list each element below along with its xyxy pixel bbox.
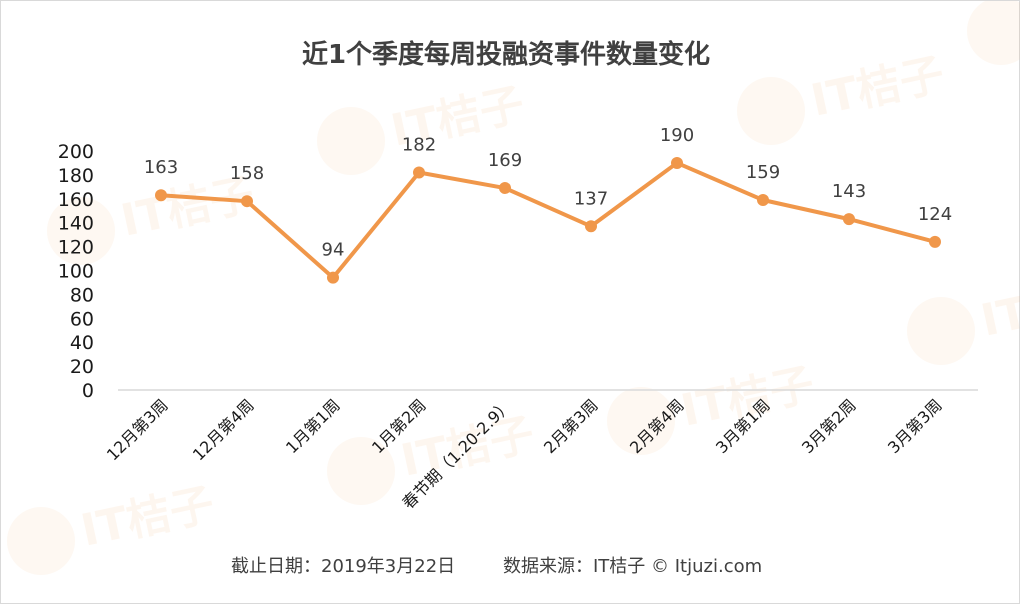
data-label: 137 bbox=[574, 188, 608, 209]
y-tick-label: 140 bbox=[58, 213, 94, 235]
watermark-layer: IT桔子IT桔子IT桔子IT桔子IT桔子IT桔子IT桔子IT桔子 bbox=[7, 1, 1020, 575]
watermark-text: IT桔子 bbox=[977, 269, 1020, 347]
data-point bbox=[413, 166, 425, 179]
x-tick-label: 1月第1周 bbox=[282, 395, 344, 457]
y-tick-label: 160 bbox=[58, 189, 94, 211]
watermark-logo-icon bbox=[737, 77, 805, 145]
x-tick-label: 2月第3周 bbox=[540, 395, 602, 457]
data-label: 190 bbox=[660, 125, 694, 146]
data-points bbox=[155, 156, 941, 284]
x-tick-label: 12月第4周 bbox=[189, 395, 258, 464]
data-point bbox=[155, 189, 167, 202]
y-tick-label: 20 bbox=[70, 356, 94, 378]
data-point bbox=[671, 156, 683, 169]
y-tick-label: 200 bbox=[58, 141, 94, 163]
watermark-logo-icon bbox=[317, 107, 385, 175]
footer-data-source: 数据来源：IT桔子 © Itjuzi.com bbox=[503, 556, 762, 577]
data-label: 143 bbox=[832, 181, 866, 202]
y-tick-label: 40 bbox=[70, 332, 94, 354]
watermark-logo-icon bbox=[47, 197, 115, 265]
chart-title: 近1个季度每周投融资事件数量变化 bbox=[302, 39, 710, 70]
x-tick-label: 3月第3周 bbox=[884, 395, 946, 457]
watermark-text: IT桔子 bbox=[77, 479, 219, 557]
data-point bbox=[499, 182, 511, 195]
data-label: 158 bbox=[230, 163, 264, 184]
data-label: 169 bbox=[488, 150, 522, 171]
data-label: 124 bbox=[918, 204, 952, 225]
data-label: 159 bbox=[746, 162, 780, 183]
y-tick-label: 60 bbox=[70, 308, 94, 330]
data-point bbox=[929, 235, 941, 248]
series-line bbox=[159, 160, 937, 280]
data-point bbox=[585, 220, 597, 233]
y-tick-label: 0 bbox=[82, 380, 94, 402]
data-labels: 163 158 94 182 169 137 190 159 143 124 bbox=[144, 125, 952, 261]
data-point bbox=[843, 213, 855, 226]
y-tick-label: 120 bbox=[58, 237, 94, 259]
y-tick-label: 180 bbox=[58, 165, 94, 187]
data-point bbox=[327, 271, 339, 284]
watermark-text: IT桔子 bbox=[807, 49, 949, 127]
watermark-logo-icon bbox=[7, 507, 75, 575]
data-point bbox=[241, 195, 253, 208]
y-tick-label: 100 bbox=[58, 261, 94, 283]
data-point bbox=[757, 193, 769, 206]
footer-cutoff-date: 截止日期：2019年3月22日 bbox=[231, 556, 455, 577]
x-tick-label: 12月第3周 bbox=[103, 395, 172, 464]
watermark-logo-icon bbox=[967, 1, 1020, 65]
data-label: 94 bbox=[322, 240, 345, 261]
watermark-logo-icon bbox=[907, 297, 975, 365]
data-label: 182 bbox=[402, 135, 436, 156]
watermark-logo-icon bbox=[607, 387, 675, 455]
data-label: 163 bbox=[144, 157, 178, 178]
watermark-logo-icon bbox=[327, 437, 395, 505]
y-tick-label: 80 bbox=[70, 284, 94, 306]
